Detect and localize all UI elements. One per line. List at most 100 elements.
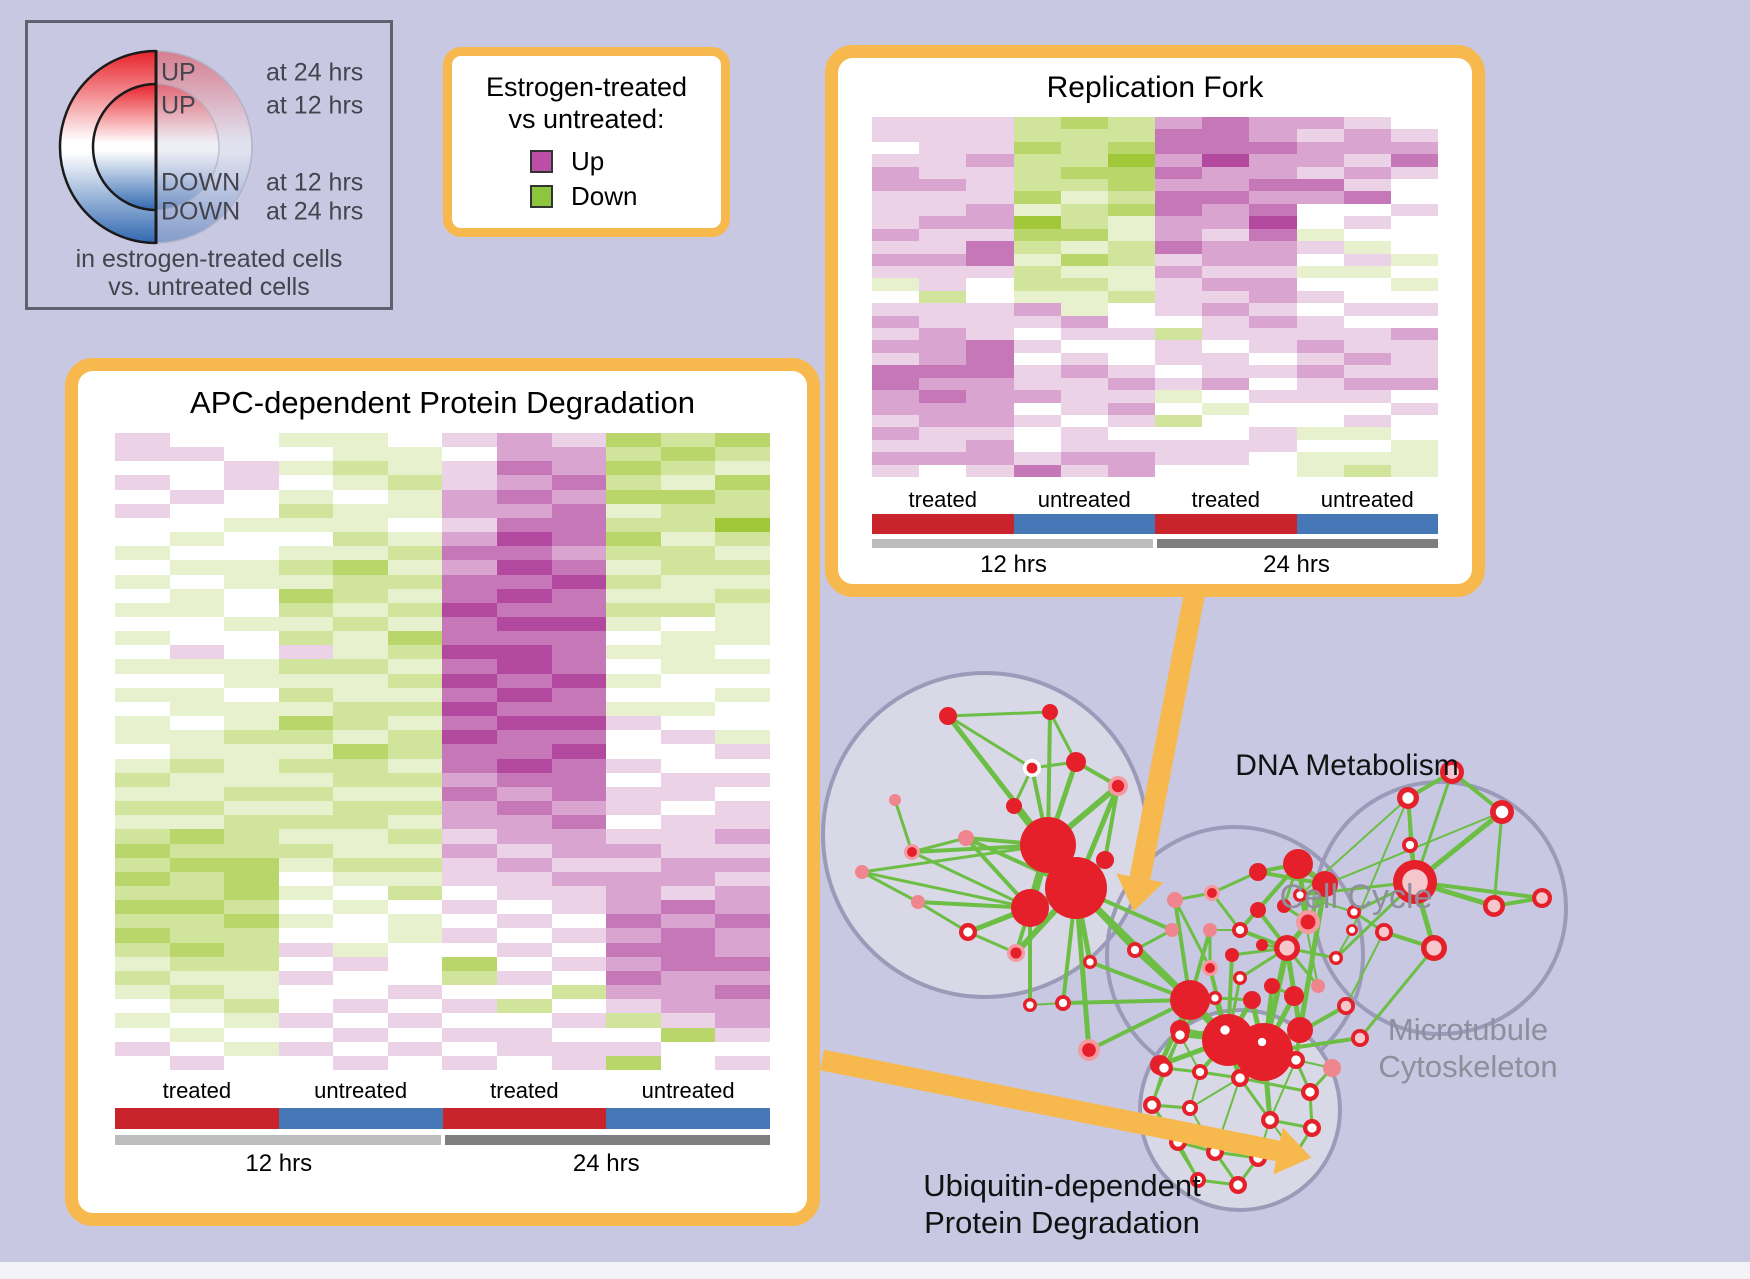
network-edge: [1238, 1076, 1312, 1094]
heatmap-cell: [1249, 117, 1297, 130]
network-node-core: [1130, 945, 1140, 955]
heatmap-cell: [1202, 464, 1250, 477]
heatmap-cell: [660, 475, 716, 490]
heatmap-cell: [497, 730, 552, 745]
heatmap-cell: [1202, 365, 1250, 378]
heatmap-cell: [715, 772, 770, 787]
heatmap-cell: [551, 701, 607, 717]
heatmap-cell: [1013, 328, 1061, 341]
heatmap-cell: [224, 914, 279, 929]
network-node-core: [1235, 925, 1245, 935]
heatmap-cell: [1013, 439, 1061, 453]
heatmap-cell: [1155, 253, 1203, 266]
heatmap-cell: [715, 956, 770, 971]
heatmap-cell: [333, 885, 388, 901]
heatmap-cell: [497, 999, 552, 1014]
heatmap-cell: [872, 315, 920, 329]
heatmap-cell: [966, 290, 1014, 304]
heatmap-cell: [1249, 216, 1297, 229]
heatmap-cell: [278, 786, 334, 802]
heatmap-cell: [224, 1041, 279, 1056]
heatmap-cell: [606, 786, 661, 802]
heatmap-cell: [169, 433, 225, 448]
treated-bar: [872, 514, 1014, 534]
heatmap-cell: [966, 315, 1014, 329]
heatmap-cell: [224, 716, 279, 731]
heatmap-cell: [606, 857, 661, 872]
heatmap-cell: [660, 786, 716, 802]
heatmap-cell: [169, 829, 225, 844]
network-node: [1170, 980, 1210, 1020]
heatmap-cell: [1343, 390, 1391, 403]
heatmap-cell: [169, 475, 225, 490]
network-node-core: [1340, 1000, 1352, 1012]
heatmap-cell: [442, 871, 498, 886]
heatmap-cell: [606, 701, 661, 717]
heatmap-cell: [1107, 427, 1155, 440]
heatmap-cell: [715, 588, 770, 603]
cluster-label: DNA Metabolism: [1235, 749, 1458, 782]
heatmap-cell: [660, 885, 716, 901]
network-node-core: [1211, 994, 1219, 1002]
network-node: [1045, 857, 1107, 919]
heatmap-cell: [224, 645, 279, 660]
heatmap-cell: [1249, 166, 1297, 180]
network-node: [1020, 817, 1076, 873]
heatmap-cell: [1343, 427, 1391, 440]
heatmap-cell: [660, 914, 716, 929]
heatmap-cell: [919, 303, 967, 316]
heatmap-cell: [442, 574, 498, 589]
network-node: [911, 895, 925, 909]
heatmap-cell: [715, 1055, 770, 1070]
heatmap-cell: [551, 758, 607, 773]
heatmap-cell: [1107, 241, 1155, 254]
heatmap-cell: [606, 843, 661, 858]
heatmap-cell: [1155, 328, 1203, 341]
heatmap-cell: [606, 517, 661, 533]
heatmap-cell: [715, 730, 770, 745]
heatmap-cell: [1155, 117, 1203, 130]
heatmap-cell: [715, 546, 770, 561]
heatmap-cell: [660, 928, 716, 943]
heatmap-cell: [442, 885, 498, 901]
heatmap-cell: [872, 452, 920, 465]
heatmap-cell: [551, 801, 607, 816]
group-label: treated: [162, 1078, 232, 1103]
heatmap-cell: [224, 1013, 279, 1028]
heatmap-cell: [115, 772, 170, 787]
heatmap-cell: [551, 871, 607, 886]
heatmap-cell: [333, 871, 388, 886]
network-node-core: [1350, 908, 1358, 916]
heatmap-cell: [497, 560, 552, 575]
heatmap-cell: [1296, 179, 1344, 192]
heatmap-cell: [497, 1055, 552, 1070]
heatmap-cell: [387, 489, 443, 504]
heatmap-cell: [442, 1013, 498, 1028]
heatmap-cell: [606, 489, 661, 504]
heatmap-cell: [1155, 141, 1203, 155]
heatmap-cell: [442, 433, 498, 448]
timebar-12hrs: [872, 539, 1153, 548]
ring-legend-footer-1: in estrogen-treated cells: [76, 245, 343, 273]
heatmap-cell: [278, 716, 334, 731]
heatmap-cell: [551, 560, 607, 575]
heatmap-cell: [606, 617, 661, 632]
network-edge: [1299, 894, 1319, 987]
heatmap-cell: [1155, 154, 1203, 167]
heatmap-cell: [1013, 427, 1061, 440]
heatmap-cell: [278, 871, 334, 886]
timebar-24hrs: [1157, 539, 1438, 548]
heatmap-cell: [1390, 390, 1438, 403]
heatmap-cell: [1249, 340, 1297, 353]
heatmap-cell: [1249, 191, 1297, 204]
heatmap-cell: [551, 1027, 607, 1042]
network-node: [1264, 978, 1280, 994]
heatmap-cell: [606, 560, 661, 575]
network-node-core: [1026, 1001, 1034, 1009]
network-node-core: [1026, 762, 1038, 774]
network-node-core: [907, 847, 917, 857]
heatmap-cell: [606, 900, 661, 915]
replication-fork-heatmap: [872, 117, 1438, 477]
network-node-core: [1307, 1123, 1317, 1133]
heatmap-cell: [551, 546, 607, 561]
